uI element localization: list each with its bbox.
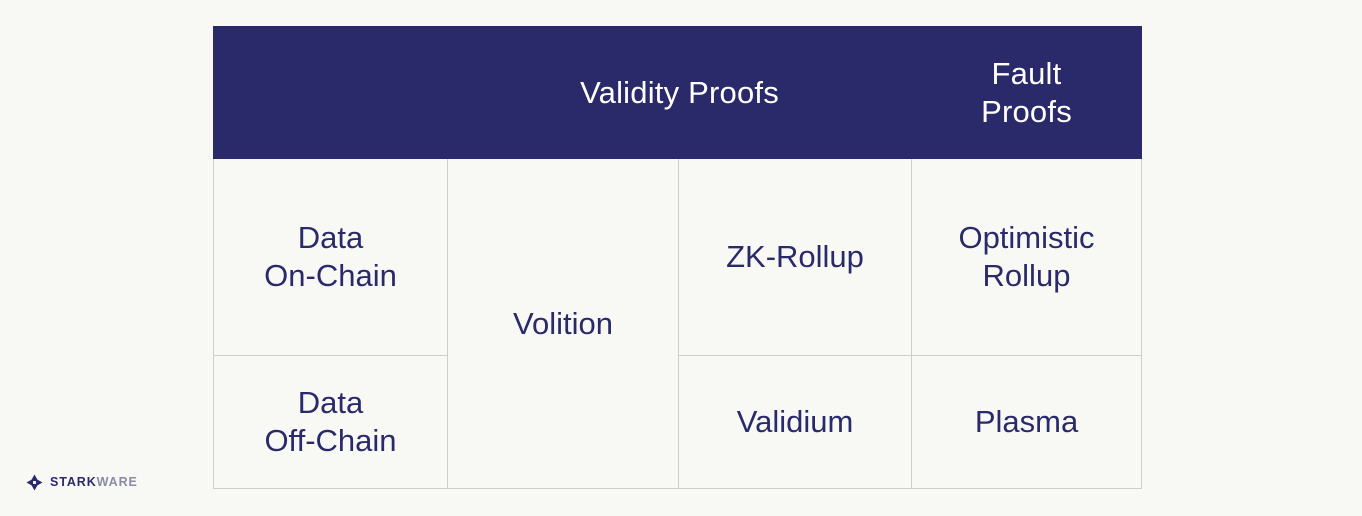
- row-label-line-2: Off-Chain: [264, 423, 397, 458]
- starkware-logo: STARKWARE: [26, 472, 138, 492]
- header-fault-line-1: Fault: [991, 55, 1062, 91]
- header-corner-cell: [213, 26, 448, 159]
- cell-optimistic-rollup-line-1: Optimistic: [958, 220, 1095, 256]
- table-row: Data On-Chain Volition ZK-Rollup Optimis…: [213, 158, 1142, 489]
- starkware-diamond-icon: [26, 474, 43, 490]
- table-header-row: Validity Proofs Optimistic Rollup Fault …: [213, 26, 1142, 159]
- header-validity-proofs: Validity Proofs: [447, 26, 912, 159]
- cell-validium: Validium: [678, 355, 912, 489]
- rollup-taxonomy-table: Validity Proofs Optimistic Rollup Fault …: [213, 26, 1142, 489]
- cell-optimistic-rollup: Optimistic Rollup: [911, 158, 1142, 356]
- header-fault-line-2: Proofs: [981, 93, 1072, 129]
- cell-optimistic-rollup-line-2: Rollup: [982, 258, 1071, 293]
- row-label-line-1: Data: [297, 385, 364, 421]
- starkware-wordmark-bold: STARK: [50, 474, 97, 489]
- header-fault-proofs: Optimistic Rollup Fault Proofs: [911, 26, 1142, 159]
- row-label-data-on-chain: Data On-Chain: [213, 158, 448, 356]
- starkware-wordmark: STARKWARE: [50, 476, 138, 489]
- cell-volition: Volition: [447, 158, 679, 489]
- cell-zk-rollup: ZK-Rollup: [678, 158, 912, 356]
- starkware-wordmark-light: WARE: [96, 474, 138, 489]
- header-fault-proofs-label: Fault Proofs: [981, 56, 1072, 129]
- table-row: Data Off-Chain Validium Plasma: [213, 355, 1142, 489]
- row-label-line-1: Data: [297, 220, 364, 256]
- row-label-data-off-chain: Data Off-Chain: [213, 355, 448, 489]
- cell-plasma: Plasma: [911, 355, 1142, 489]
- row-label-line-2: On-Chain: [264, 258, 397, 293]
